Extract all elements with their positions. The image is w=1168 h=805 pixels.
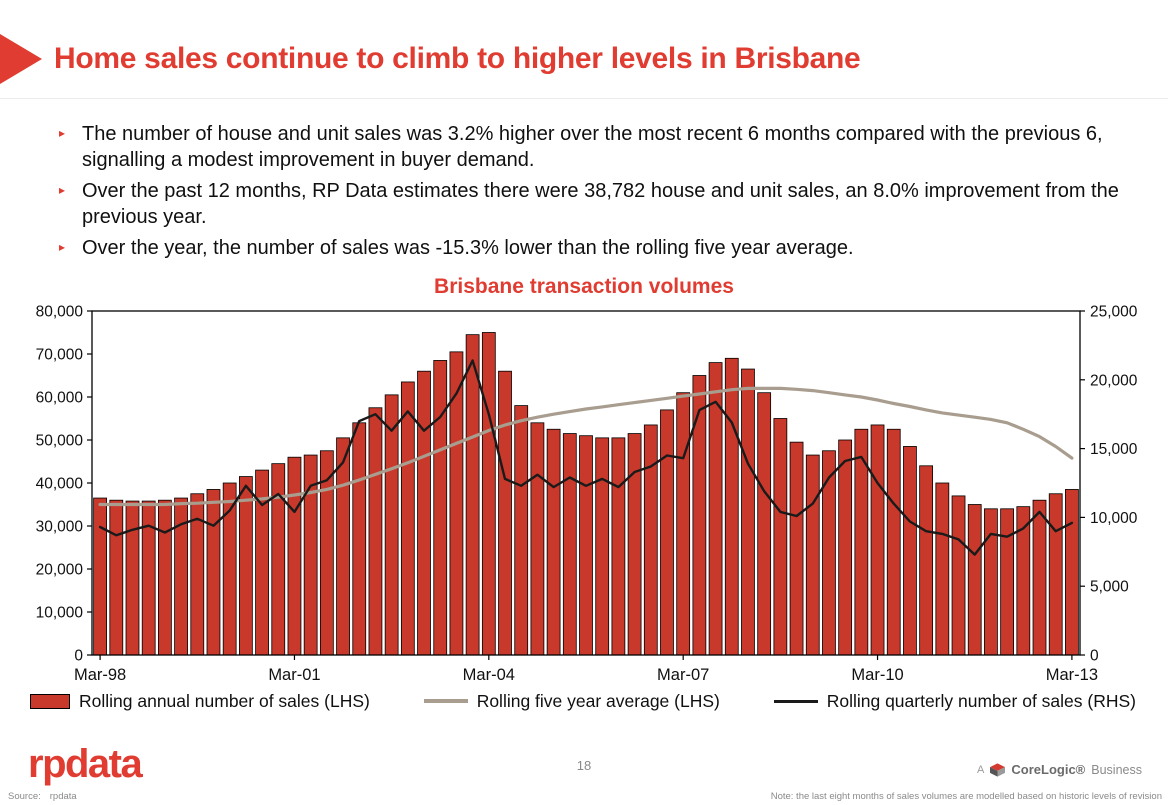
corelogic-prefix: A [977,763,985,776]
source-line: Source: rpdata [8,791,77,802]
bullet-text: The number of house and unit sales was 3… [82,123,1103,172]
svg-text:10,000: 10,000 [36,604,84,621]
corelogic-cube-icon [990,762,1006,777]
legend-label-five-year-average: Rolling five year average (LHS) [476,690,720,711]
svg-text:Mar-01: Mar-01 [268,666,320,684]
page-number: 18 [576,758,592,773]
svg-text:25,000: 25,000 [1090,303,1138,320]
bullet-item: ▸ The number of house and unit sales was… [59,121,1152,174]
bullet-arrow-icon: ▸ [59,239,66,254]
svg-text:20,000: 20,000 [36,561,84,578]
bullet-list: ▸ The number of house and unit sales was… [59,121,1152,261]
bullet-item: ▸ Over the past 12 months, RP Data estim… [59,178,1152,231]
slide-title: Home sales continue to climb to higher l… [54,42,861,75]
svg-text:60,000: 60,000 [36,389,84,406]
svg-text:70,000: 70,000 [36,346,84,363]
source-label: Source: [8,791,41,802]
legend-label-quarterly-sales: Rolling quarterly number of sales (RHS) [826,690,1136,711]
corelogic-branding: A CoreLogic® Business [977,762,1142,777]
bullet-item: ▸ Over the year, the number of sales was… [59,235,1152,261]
svg-text:20,000: 20,000 [1090,372,1138,389]
svg-text:10,000: 10,000 [1090,510,1138,527]
legend-item-annual-sales: Rolling annual number of sales (LHS) [30,691,370,712]
corelogic-brand: CoreLogic® [1011,762,1086,777]
svg-text:Mar-10: Mar-10 [851,666,903,684]
legend-label-annual-sales: Rolling annual number of sales (LHS) [79,690,370,711]
corelogic-suffix: Business [1091,762,1142,777]
svg-text:Mar-98: Mar-98 [74,666,126,684]
legend-swatch-quarterly-sales [773,699,818,703]
svg-text:Mar-13: Mar-13 [1046,666,1098,684]
svg-text:0: 0 [74,647,83,664]
svg-text:80,000: 80,000 [36,303,84,320]
svg-text:50,000: 50,000 [36,432,84,449]
bullet-arrow-icon: ▸ [59,182,66,197]
rpdata-logo: rpdata [28,742,143,786]
chart-section: Brisbane transaction volumes 0 10,000 20,0… [0,275,1168,712]
legend-swatch-annual-sales [30,693,70,709]
svg-text:Mar-04: Mar-04 [463,666,515,684]
chart-legend: Rolling annual number of sales (LHS) Rol… [30,691,1136,712]
svg-text:Mar-07: Mar-07 [657,666,709,684]
legend-item-quarterly-sales: Rolling quarterly number of sales (RHS) [773,690,1136,712]
svg-text:15,000: 15,000 [1090,441,1138,458]
svg-text:30,000: 30,000 [36,518,84,535]
brisbane-transaction-volumes-chart: 0 10,000 20,000 30,000 40,000 50,000 60,000 70,… [36,303,1138,684]
red-arrow-icon [0,34,42,84]
bullet-text: Over the past 12 months, RP Data estimat… [82,179,1119,229]
svg-text:0: 0 [1090,647,1099,664]
chart-title: Brisbane transaction volumes [434,274,734,298]
footnote: Note: the last eight months of sales vol… [770,791,1162,802]
source-value: rpdata [49,791,77,802]
slide-header: Home sales continue to climb to higher l… [0,34,1168,99]
legend-item-five-year-average: Rolling five year average (LHS) [423,690,720,712]
svg-text:40,000: 40,000 [36,475,84,492]
bullet-arrow-icon: ▸ [59,126,66,140]
legend-swatch-five-year-average [423,699,468,704]
bullet-text: Over the year, the number of sales was -… [82,236,854,259]
svg-text:5,000: 5,000 [1090,579,1129,596]
